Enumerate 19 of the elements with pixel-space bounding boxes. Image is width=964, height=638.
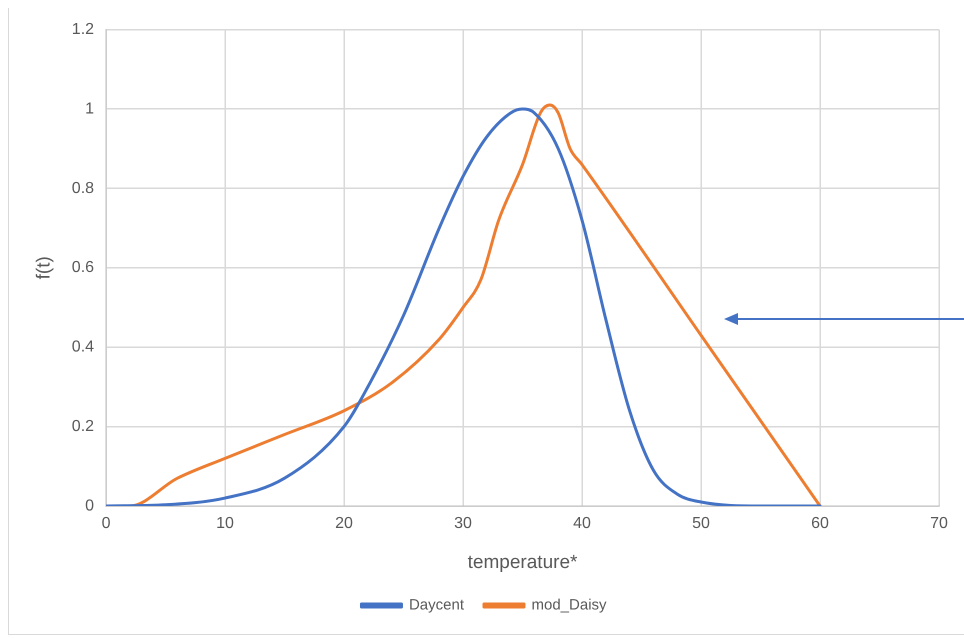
y-tick-label: 1.2	[72, 21, 94, 38]
y-tick-label: 1	[85, 100, 94, 118]
y-tick-label: 0.8	[72, 180, 94, 197]
x-tick-label: 40	[573, 515, 592, 532]
x-tick-label: 20	[335, 515, 354, 532]
x-tick-label: 0	[102, 515, 111, 532]
legend-label: mod_Daisy	[532, 596, 608, 614]
x-tick-label: 60	[811, 515, 830, 532]
y-tick-label: 0.6	[72, 259, 94, 276]
x-tick-label: 10	[216, 515, 234, 532]
x-tick-label: 30	[454, 515, 472, 532]
x-tick-label: 50	[692, 515, 710, 532]
y-tick-label: 0.2	[72, 418, 94, 436]
y-axis-title: f(t)	[34, 256, 55, 280]
x-tick-label: 70	[930, 515, 948, 532]
x-axis-title: temperature*	[468, 552, 578, 573]
y-tick-label: 0	[85, 497, 94, 514]
legend-label: Daycent	[408, 596, 465, 614]
y-tick-label: 0.4	[72, 338, 94, 356]
